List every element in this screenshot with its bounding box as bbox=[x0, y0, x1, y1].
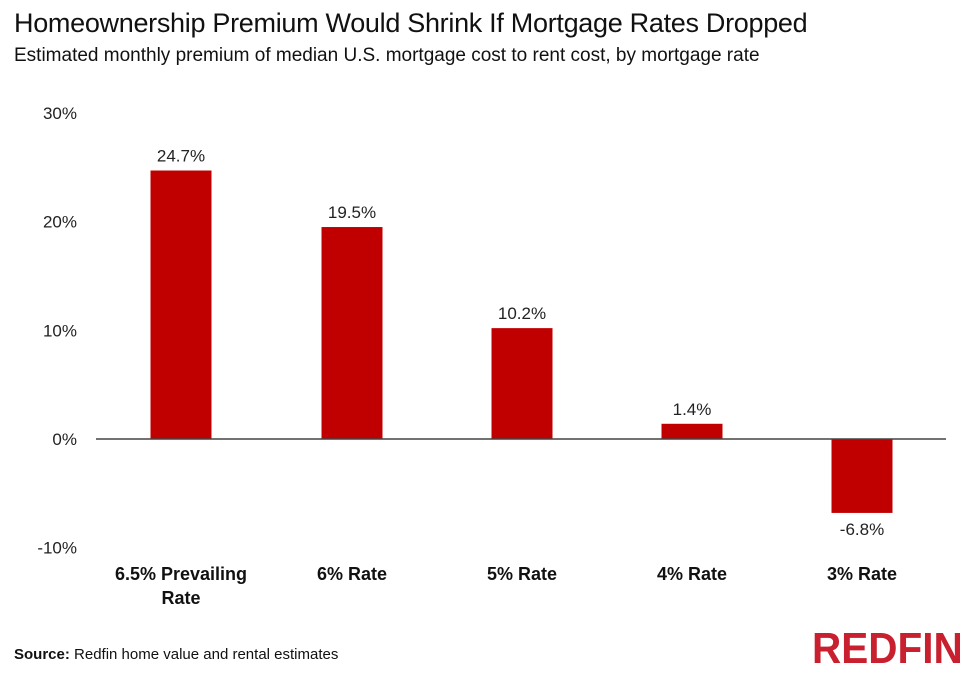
data-label: 10.2% bbox=[498, 304, 546, 323]
bar bbox=[661, 423, 723, 439]
y-tick-label: 30% bbox=[43, 104, 77, 123]
bar bbox=[150, 170, 212, 440]
x-tick-label: 4% Rate bbox=[657, 564, 727, 584]
y-tick-label: -10% bbox=[37, 539, 77, 558]
y-tick-label: 10% bbox=[43, 321, 77, 340]
chart-subtitle: Estimated monthly premium of median U.S.… bbox=[14, 45, 760, 66]
y-tick-label: 0% bbox=[52, 430, 77, 449]
data-label: 24.7% bbox=[157, 147, 205, 166]
bar bbox=[321, 227, 383, 439]
source-label: Source: bbox=[14, 646, 70, 663]
x-tick-label: Rate bbox=[161, 588, 200, 608]
data-label: 19.5% bbox=[328, 203, 376, 222]
data-label: -6.8% bbox=[840, 520, 884, 539]
source-note: Source: Redfin home value and rental est… bbox=[14, 646, 338, 663]
data-label: 1.4% bbox=[673, 400, 712, 419]
y-tick-label: 20% bbox=[43, 213, 77, 232]
bar bbox=[831, 439, 893, 513]
bar bbox=[491, 328, 553, 439]
source-text: Redfin home value and rental estimates bbox=[74, 646, 339, 663]
x-tick-label: 6% Rate bbox=[317, 564, 387, 584]
chart-title: Homeownership Premium Would Shrink If Mo… bbox=[14, 8, 808, 38]
x-tick-label: 3% Rate bbox=[827, 564, 897, 584]
x-tick-label: 6.5% Prevailing bbox=[115, 564, 247, 584]
x-tick-label: 5% Rate bbox=[487, 564, 557, 584]
redfin-logo: REDFIN bbox=[812, 624, 963, 673]
